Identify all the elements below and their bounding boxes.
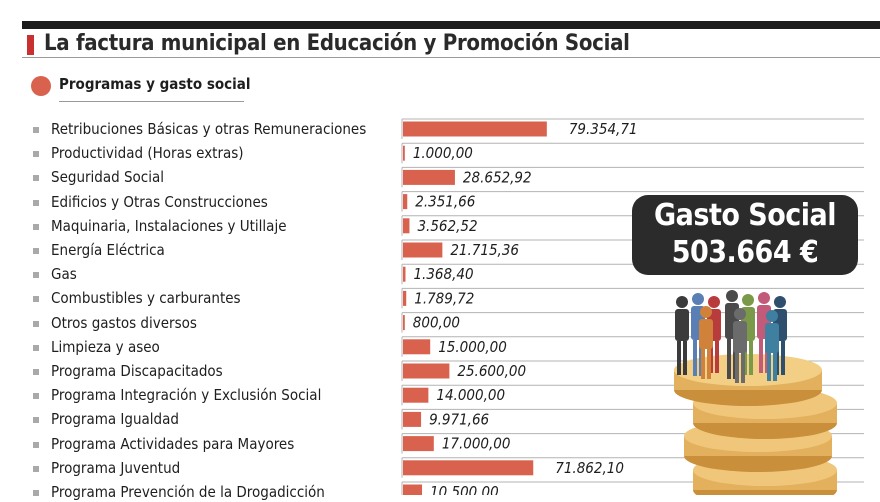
row-bullet-icon <box>33 199 39 206</box>
bar <box>403 121 547 137</box>
row-bullet-icon <box>33 320 39 327</box>
bar-value-label: 800,00 <box>413 314 460 332</box>
bar-value-label: 1.789,72 <box>414 289 474 307</box>
bar <box>403 194 408 210</box>
bar-value-label: 14.000,00 <box>436 386 505 404</box>
row-bullet-icon <box>33 296 39 303</box>
category-label: Limpieza y aseo <box>51 337 160 356</box>
top-bar <box>22 21 880 29</box>
category-label: Maquinaria, Instalaciones y Utillaje <box>51 216 287 235</box>
bar <box>403 460 534 476</box>
section-subtitle: Programas y gasto social <box>59 75 251 93</box>
title-divider <box>22 57 880 58</box>
row-bullet-icon <box>33 344 39 351</box>
category-label: Programa Actividades para Mayores <box>51 434 295 453</box>
row-bullet-icon <box>33 369 39 375</box>
category-label: Gas <box>51 265 77 284</box>
row-bullet-icon <box>33 175 39 182</box>
row-bullet-icon <box>33 272 39 279</box>
bar <box>403 436 434 452</box>
subtitle-divider <box>59 101 244 102</box>
bar-value-label: 1.368,40 <box>413 265 473 283</box>
bar-value-label: 2.351,66 <box>415 193 475 211</box>
row-bullet-icon <box>33 151 39 158</box>
row-bullet-icon <box>33 490 39 496</box>
category-label: Edificios y Otras Construcciones <box>51 192 268 211</box>
bar-value-label: 1.000,00 <box>413 144 473 162</box>
bar <box>403 484 423 495</box>
category-label: Programa Juventud <box>51 458 181 477</box>
bar <box>403 315 405 331</box>
bar <box>403 290 407 306</box>
category-label: Energía Eléctrica <box>51 241 165 259</box>
total-badge-value: 503.664 € <box>671 235 819 270</box>
coin-stack-icon <box>674 354 837 495</box>
total-badge <box>632 195 858 275</box>
bar-value-label: 21.715,36 <box>450 241 519 259</box>
people-on-coins-illustration <box>674 290 837 495</box>
bar <box>403 242 443 258</box>
bar-value-label: 25.600,00 <box>457 362 526 380</box>
bar-value-label: 79.354,71 <box>569 120 638 138</box>
bar-value-label: 10.500,00 <box>430 483 499 495</box>
row-bullet-icon <box>33 393 39 400</box>
row-bullet-icon <box>33 441 39 448</box>
bar-value-label: 9.971,66 <box>429 410 489 428</box>
category-label: Combustibles y carburantes <box>51 289 241 308</box>
row-bullet-icon <box>33 223 39 230</box>
bar <box>403 387 429 403</box>
page-title: La factura municipal en Educación y Prom… <box>44 31 630 56</box>
bar <box>403 218 410 234</box>
row-bullet-icon <box>33 417 39 424</box>
category-label: Otros gastos diversos <box>51 313 197 332</box>
row-bullet-icon <box>33 127 39 133</box>
total-badge-label: Gasto Social <box>654 198 836 233</box>
section-dot-icon <box>31 76 51 96</box>
bar <box>403 169 455 185</box>
category-label: Seguridad Social <box>51 168 164 187</box>
bar-value-label: 71.862,10 <box>555 459 624 477</box>
category-label: Programa Discapacitados <box>51 362 223 380</box>
category-label: Programa Igualdad <box>51 410 179 429</box>
bar <box>403 411 422 427</box>
bar-value-label: 28.652,92 <box>463 168 532 186</box>
category-label: Programa Integración y Exclusión Social <box>51 386 322 405</box>
bar <box>403 266 406 282</box>
title-accent-mark <box>27 35 34 55</box>
bar <box>403 363 450 379</box>
category-label: Retribuciones Básicas y otras Remuneraci… <box>51 120 367 138</box>
bar-value-label: 3.562,52 <box>417 217 477 235</box>
crowd-icon <box>675 290 787 383</box>
bar <box>403 145 405 161</box>
row-bullet-icon <box>33 465 39 472</box>
bar <box>403 339 431 355</box>
bar-value-label: 17.000,00 <box>442 435 511 453</box>
bar-value-label: 15.000,00 <box>438 338 507 356</box>
category-label: Productividad (Horas extras) <box>51 144 244 163</box>
row-bullet-icon <box>33 248 39 254</box>
